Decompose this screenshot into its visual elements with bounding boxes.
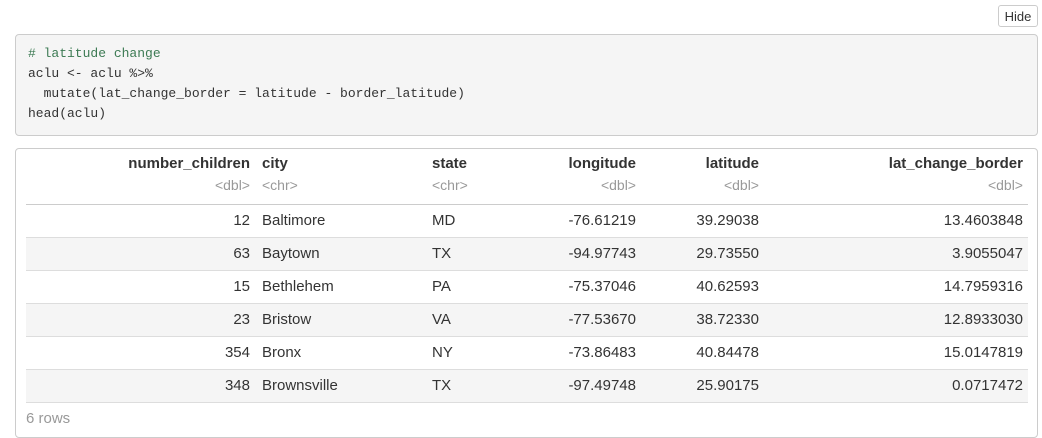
- column-name: longitude: [568, 155, 637, 172]
- column-type: <dbl>: [987, 177, 1023, 193]
- table-cell: NY: [432, 344, 453, 361]
- row-count: 6 rows: [26, 410, 71, 427]
- table-cell: VA: [432, 311, 451, 328]
- table-cell: MD: [432, 212, 456, 229]
- header-border: [26, 204, 1028, 205]
- column-name: latitude: [705, 155, 759, 172]
- table-cell: 23: [233, 311, 250, 328]
- table-cell: TX: [432, 245, 452, 262]
- column-name: number_children: [128, 155, 250, 172]
- column-name: lat_change_border: [888, 155, 1023, 172]
- column-type: <dbl>: [723, 177, 759, 193]
- table-cell: Bethlehem: [262, 278, 334, 295]
- table-cell: 14.7959316: [943, 278, 1023, 295]
- page: {"hide_button": "Hide", "code": ["# lati…: [15, 5, 1038, 438]
- table-cell: TX: [432, 377, 452, 394]
- code-line: # latitude change: [28, 46, 161, 61]
- table-cell: Baytown: [262, 245, 320, 262]
- data-table: number_children <dbl> city <chr> state <chr> l…: [15, 148, 1038, 438]
- row-bg: [26, 271, 1028, 304]
- column-name: city: [262, 155, 288, 172]
- table-cell: Bristow: [262, 311, 312, 328]
- code-line: aclu <- aclu %>%: [28, 66, 153, 81]
- column-type: <dbl>: [214, 177, 250, 193]
- table-cell: -97.49748: [568, 377, 636, 394]
- table-cell: 12.8933030: [943, 311, 1023, 328]
- table-cell: 13.4603848: [943, 212, 1023, 229]
- table-cell: 39.29038: [696, 212, 759, 229]
- table-cell: -77.53670: [568, 311, 636, 328]
- column-name: state: [432, 155, 468, 172]
- table-cell: 25.90175: [696, 377, 759, 394]
- table-cell: Brownsville: [262, 377, 338, 394]
- table-cell: Baltimore: [262, 212, 326, 229]
- table-cell: 40.84478: [696, 344, 759, 361]
- code-line: head(aclu): [28, 106, 107, 121]
- table-cell: 15.0147819: [943, 344, 1023, 361]
- column-type: <dbl>: [600, 177, 636, 193]
- row-bg: [26, 205, 1028, 238]
- table-cell: PA: [432, 278, 451, 295]
- table-cell: 63: [233, 245, 250, 262]
- row-shade: [26, 370, 1028, 403]
- table-cell: 15: [233, 278, 250, 295]
- column-type: <chr>: [432, 177, 468, 193]
- hide-button[interactable]: Hide: [998, 5, 1038, 27]
- table-cell: -75.37046: [568, 278, 636, 295]
- code-chunk: # latitude change aclu <- aclu %>% mutate…: [15, 34, 1038, 136]
- table-cell: 29.73550: [696, 245, 759, 262]
- table-cell: -94.97743: [568, 245, 636, 262]
- table-cell: -73.86483: [568, 344, 636, 361]
- table-cell: -76.61219: [568, 212, 636, 229]
- table-cell: 0.0717472: [952, 377, 1023, 394]
- column-type: <chr>: [262, 177, 298, 193]
- table-cell: 3.9055047: [952, 245, 1023, 262]
- table-cell: 12: [233, 212, 250, 229]
- table-cell: 348: [224, 377, 250, 394]
- table-cell: Bronx: [262, 344, 302, 361]
- table-cell: 40.62593: [696, 278, 759, 295]
- table-cell: 38.72330: [696, 311, 759, 328]
- row-bg: [26, 337, 1028, 370]
- row-shade: [26, 238, 1028, 271]
- code-line: mutate(lat_change_border = latitude - bo…: [28, 86, 465, 101]
- row-shade: [26, 304, 1028, 337]
- table-cell: 354: [224, 344, 250, 361]
